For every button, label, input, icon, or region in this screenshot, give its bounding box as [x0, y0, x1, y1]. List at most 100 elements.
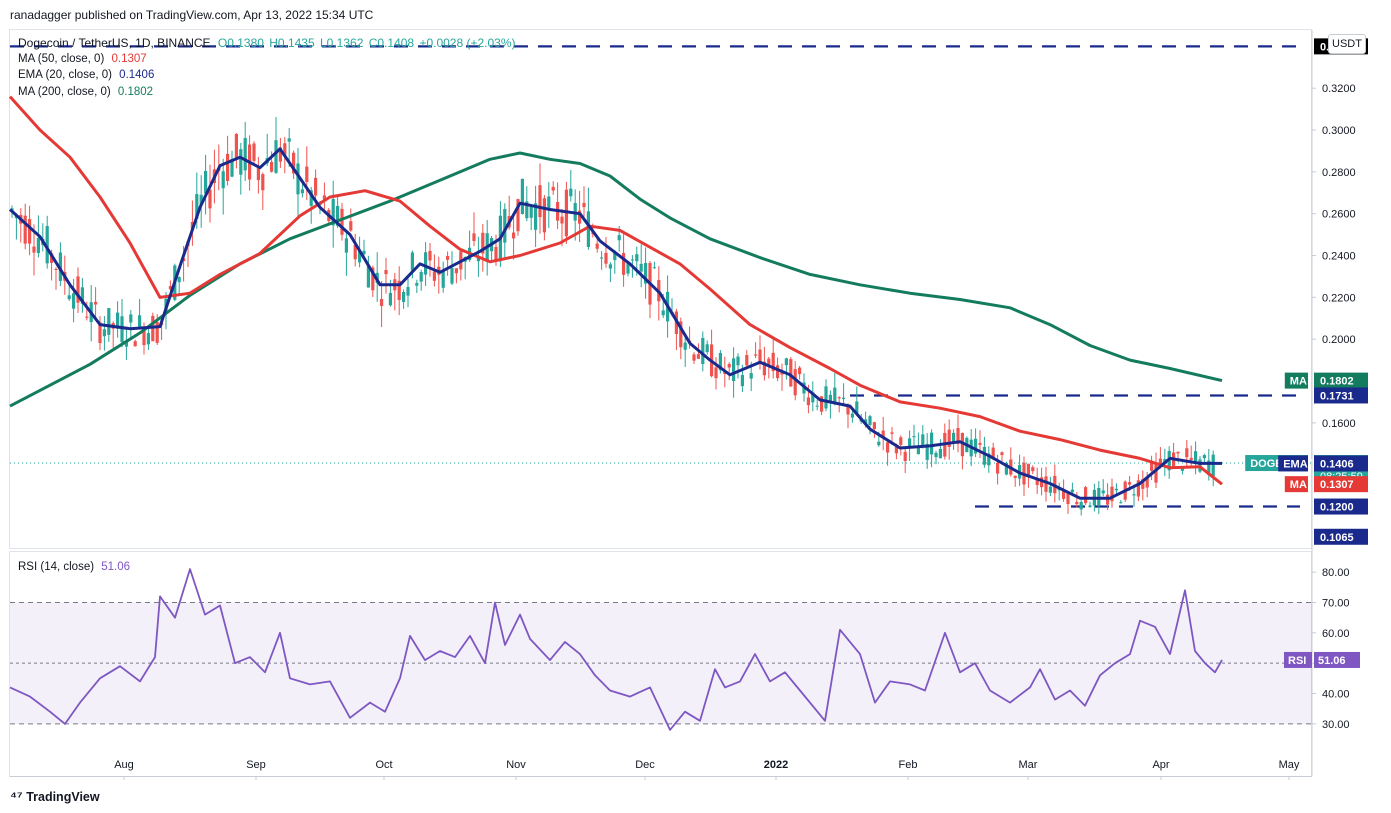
- ma50-line: [8, 95, 1223, 486]
- price-tick-label: 0.3200: [1322, 83, 1356, 95]
- candle-body: [850, 413, 854, 418]
- rsi-tick-label: 80.00: [1322, 567, 1350, 579]
- candle-body: [846, 405, 850, 415]
- candle-body: [1075, 501, 1079, 505]
- candle-body: [894, 446, 898, 454]
- candle-body: [446, 255, 450, 260]
- candle-body: [987, 453, 991, 466]
- currency-unit-button[interactable]: USDT: [1328, 34, 1366, 54]
- candle-body: [512, 232, 516, 239]
- candle-body: [828, 394, 832, 403]
- candle-body: [520, 178, 524, 214]
- candle-body: [146, 333, 150, 345]
- candle-body: [872, 422, 876, 429]
- candle-body: [336, 205, 340, 226]
- candle-body: [749, 373, 753, 379]
- candle-body: [340, 208, 344, 235]
- rsi-legend-label: RSI (14, close): [18, 561, 95, 573]
- price-tag-box: [1314, 387, 1368, 404]
- candle-body: [916, 446, 920, 455]
- candle-body: [608, 264, 612, 269]
- candle-body: [947, 429, 951, 447]
- candle-body: [454, 268, 458, 274]
- candle-body: [824, 386, 828, 409]
- time-tick-label: 2022: [764, 759, 788, 771]
- candle-body: [358, 249, 362, 263]
- candle-body: [300, 189, 304, 194]
- candle-body: [1044, 476, 1048, 492]
- candle-body: [974, 438, 978, 454]
- candle-body: [538, 185, 542, 218]
- tradingview-logo-text: TradingView: [26, 790, 100, 804]
- candle-body: [595, 243, 599, 249]
- candle-body: [1110, 486, 1114, 502]
- time-tick-label: Dec: [635, 759, 655, 771]
- candle-body: [1013, 475, 1017, 479]
- tradingview-logo[interactable]: ⁴⁷ TradingView: [10, 788, 100, 804]
- price-tag-value: 0.1065: [1320, 532, 1354, 544]
- price-tag-box: [1314, 372, 1368, 389]
- candle-body: [793, 369, 797, 396]
- candle-body: [305, 166, 309, 182]
- price-tag-label: EMA: [1283, 458, 1308, 470]
- candle-body: [1132, 494, 1136, 496]
- candle-body: [1026, 463, 1030, 477]
- candle-body: [380, 298, 384, 306]
- candle-body: [45, 225, 49, 264]
- price-tag-label-box: [1278, 455, 1308, 472]
- time-tick-label: May: [1279, 759, 1300, 771]
- indicator-ma200[interactable]: MA (200, close, 0) 0.1802: [18, 86, 153, 98]
- candle-body: [362, 250, 366, 255]
- candle-body: [692, 354, 696, 361]
- price-tag-label-box: [1284, 476, 1308, 493]
- change-value: +0.0028 (+2.03%): [419, 36, 516, 50]
- rsi-tag-box: [1314, 651, 1360, 668]
- candle-body: [366, 265, 370, 288]
- candle-body: [1145, 477, 1149, 488]
- time-tick-label: Mar: [1019, 759, 1038, 771]
- candle-body: [714, 367, 718, 379]
- candle-body: [102, 329, 106, 337]
- candle-body: [494, 246, 498, 261]
- candle-body: [107, 308, 111, 335]
- candle-body: [908, 438, 912, 448]
- candle-body: [309, 190, 313, 206]
- candle-body: [406, 286, 410, 296]
- price-tick-label: 0.3000: [1322, 125, 1356, 137]
- candle-body: [252, 143, 256, 161]
- candle-body: [912, 436, 916, 438]
- candle-body: [287, 138, 291, 142]
- rsi-legend-value: 51.06: [101, 561, 131, 573]
- candle-body: [930, 432, 934, 455]
- rsi-tag-label-box: [1284, 651, 1312, 668]
- candle-body: [1101, 490, 1105, 494]
- candle-body: [1079, 501, 1083, 510]
- rsi-tick-label: 70.00: [1322, 597, 1350, 609]
- close-value: C0.1408: [368, 36, 415, 50]
- candle-body: [1185, 448, 1189, 458]
- rsi-legend[interactable]: RSI (14, close) 51.06: [18, 561, 130, 573]
- indicator-ema20-value: 0.1406: [119, 69, 155, 81]
- indicator-ma50-value: 0.1307: [111, 53, 147, 65]
- candle-body: [982, 446, 986, 465]
- candle-body: [991, 447, 995, 460]
- candle-body: [67, 295, 71, 300]
- candle-body: [732, 358, 736, 382]
- time-tick-label: Nov: [506, 759, 526, 771]
- indicator-ma50[interactable]: MA (50, close, 0) 0.1307: [18, 53, 147, 65]
- candle-body: [36, 237, 40, 254]
- candle-body: [142, 327, 146, 346]
- candle-body: [371, 267, 375, 291]
- price-tag-box: [1314, 528, 1368, 545]
- candle-body: [80, 287, 84, 304]
- rsi-tag-label: RSI: [1288, 655, 1306, 667]
- candle-body: [472, 233, 476, 241]
- candle-body: [679, 321, 683, 348]
- candle-body: [256, 167, 260, 181]
- indicator-ema20[interactable]: EMA (20, close, 0) 0.1406: [18, 69, 154, 81]
- candle-body: [1189, 457, 1193, 461]
- indicator-ma50-label: MA (50, close, 0): [18, 53, 105, 65]
- candle-body: [635, 254, 639, 262]
- candle-body: [1119, 502, 1123, 504]
